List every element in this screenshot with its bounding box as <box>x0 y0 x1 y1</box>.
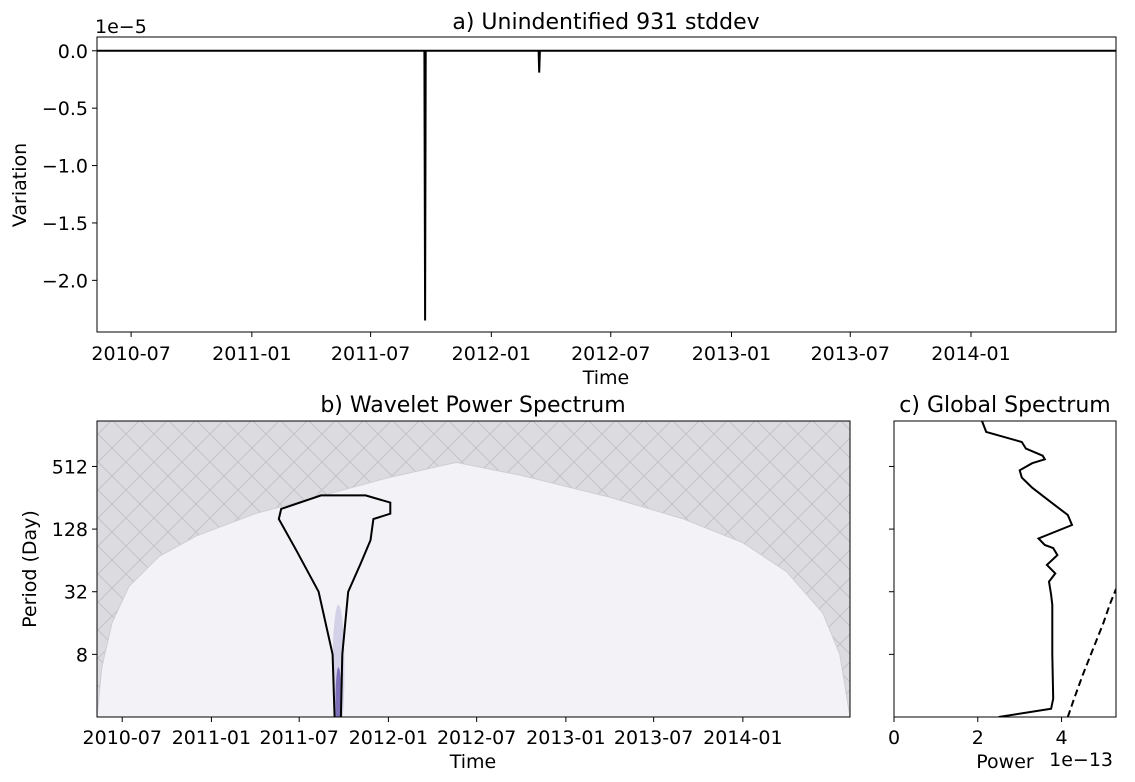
panel-a-plot-area <box>97 49 1116 321</box>
panel-a-y-ticks: 0.0 −0.5 −1.0 −1.5 −2.0 <box>42 41 97 292</box>
panel-b-y-tick-label: 128 <box>52 519 88 541</box>
panel-a-x-ticks: 2010-07 2011-01 2011-07 2012-01 2012-07 2013-… <box>91 332 1011 365</box>
panel-a-x-tick-label: 2013-07 <box>811 343 890 365</box>
global-spectrum-line <box>981 421 1074 717</box>
panel-a-x-tick-label: 2011-07 <box>331 343 410 365</box>
panel-b-x-tick-label: 2013-01 <box>526 727 605 749</box>
panel-a-x-tick-label: 2012-01 <box>452 343 531 365</box>
panel-a-y-tick-label: −1.5 <box>42 213 88 235</box>
panel-b-ylabel: Period (Day) <box>19 510 41 628</box>
panel-c: c) Global Spectrum 0 2 4 Power 1e−13 <box>888 393 1117 773</box>
panel-a-y-tick-label: −2.0 <box>42 270 88 292</box>
panel-b-x-ticks: 2010-07 2011-01 2011-07 2012-01 2012-07 2013-… <box>83 717 783 749</box>
panel-c-x-tick-label: 4 <box>1056 727 1068 749</box>
panel-a-x-tick-label: 2014-01 <box>931 343 1010 365</box>
panel-c-title: c) Global Spectrum <box>899 393 1110 418</box>
panel-a-y-tick-label: −1.0 <box>42 156 88 178</box>
panel-c-y-ticks <box>889 465 894 655</box>
panel-a-ylabel: Variation <box>9 143 31 227</box>
panel-b-x-tick-label: 2013-07 <box>614 727 693 749</box>
panel-a-frame <box>96 36 1117 333</box>
global-spectrum-significance-line <box>1066 588 1116 717</box>
panel-b-y-tick-label: 8 <box>76 644 88 666</box>
panel-c-plot-area <box>981 421 1116 717</box>
panel-b-frame <box>96 420 851 718</box>
panel-c-frame <box>893 420 1117 718</box>
panel-b-y-tick-label: 512 <box>52 456 88 478</box>
panel-a-x-tick-label: 2012-07 <box>571 343 650 365</box>
panel-b-x-tick-label: 2011-07 <box>259 727 338 749</box>
power-blob <box>335 667 342 717</box>
panel-a-x-tick-label: 2011-01 <box>212 343 291 365</box>
panel-a: a) Unindentified 931 stddev 1e−5 2010-07… <box>9 10 1117 389</box>
panel-a-x-tick-label: 2013-01 <box>692 343 771 365</box>
panel-a-y-tick-label: −0.5 <box>42 98 88 120</box>
panel-b-y-ticks: 8 32 128 512 <box>52 456 97 666</box>
panel-a-title: a) Unindentified 931 stddev <box>452 10 759 35</box>
panel-b-x-tick-label: 2010-07 <box>83 727 162 749</box>
panel-b: b) Wavelet Power Spectrum 2010-07 2011-01… <box>19 393 851 773</box>
panel-a-offset-text: 1e−5 <box>95 16 147 38</box>
panel-b-plot-area <box>97 421 850 717</box>
panel-c-x-tick-label: 2 <box>972 727 984 749</box>
panel-c-x-tick-label: 0 <box>888 727 900 749</box>
panel-b-x-tick-label: 2011-01 <box>172 727 251 749</box>
panel-c-offset-text: 1e−13 <box>1049 749 1113 771</box>
significance-contour <box>277 494 392 717</box>
panel-a-series-line <box>97 49 1116 321</box>
panel-b-y-tick-label: 32 <box>64 582 88 604</box>
panel-b-xlabel: Time <box>449 751 497 773</box>
panel-a-y-tick-label: 0.0 <box>58 41 88 63</box>
panel-a-x-tick-label: 2010-07 <box>91 343 170 365</box>
panel-b-title: b) Wavelet Power Spectrum <box>320 393 625 418</box>
panel-a-xlabel: Time <box>582 367 630 389</box>
panel-b-x-tick-label: 2012-07 <box>437 727 516 749</box>
panel-b-x-tick-label: 2012-01 <box>349 727 428 749</box>
panel-c-x-ticks: 0 2 4 <box>888 717 1068 749</box>
panel-b-x-tick-label: 2014-01 <box>703 727 782 749</box>
cone-of-influence <box>97 461 850 717</box>
panel-c-xlabel: Power <box>976 751 1034 773</box>
